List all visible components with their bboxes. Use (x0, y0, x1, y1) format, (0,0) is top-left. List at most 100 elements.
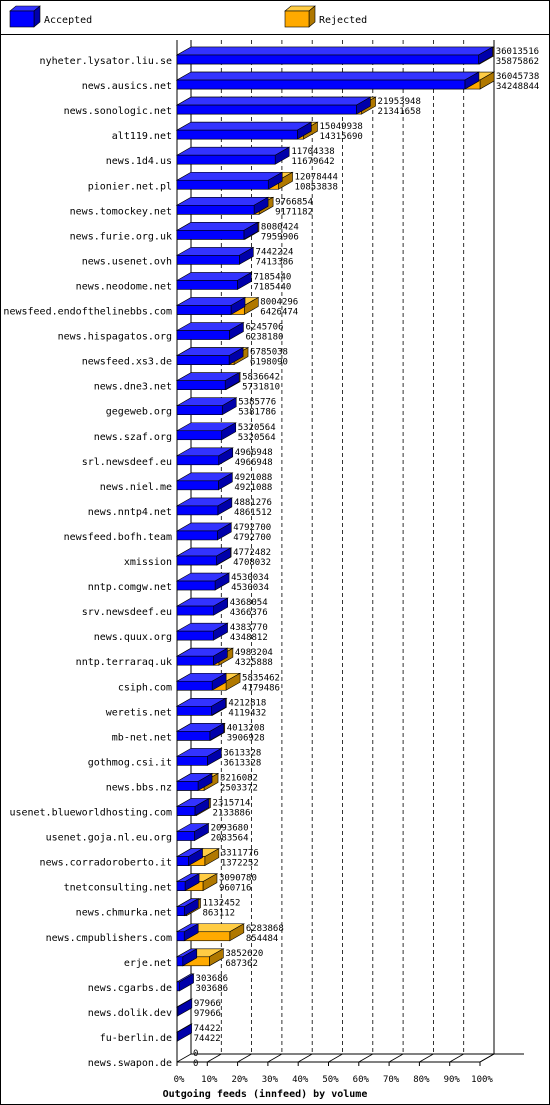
accepted-value-label: 4119432 (228, 708, 266, 718)
accepted-value-label: 7413386 (256, 257, 294, 267)
offered-value-label: 8004296 (260, 298, 298, 308)
accepted-value-label: 303686 (196, 984, 229, 994)
category-label: pionier.net.pl (88, 181, 172, 192)
accepted-value-label: 10853838 (295, 182, 338, 192)
x-tick-label: 10% (201, 1075, 218, 1085)
bar-accepted (175, 522, 233, 541)
accepted-value-label: 960716 (219, 884, 252, 894)
bar-accepted (175, 998, 193, 1017)
accepted-value-label: 97966 (194, 1009, 221, 1019)
category-label: alt119.net (112, 131, 172, 142)
accepted-value-label: 2503372 (220, 783, 258, 793)
bar-accepted (175, 948, 198, 967)
offered-value-label: 303686 (196, 974, 229, 984)
accepted-value-label: 4530034 (231, 583, 269, 593)
category-label: news.nntp4.net (88, 507, 172, 518)
category-label: news.corradoroberto.it (40, 858, 172, 869)
accepted-value-label: 4708032 (233, 558, 271, 568)
accepted-value-label: 1372252 (221, 859, 259, 869)
accepted-value-label: 5381786 (238, 408, 276, 418)
offered-value-label: 6245706 (246, 323, 284, 333)
offered-value-label: 4368054 (230, 598, 268, 608)
category-label: tnetconsulting.net (64, 883, 172, 894)
bar-accepted (175, 722, 225, 741)
accepted-value-label: 4792700 (233, 533, 271, 543)
offered-value-label: 2093680 (211, 824, 249, 834)
category-label: mb-net.net (112, 732, 172, 743)
accepted-value-label: 34248844 (496, 82, 539, 92)
bar-accepted (175, 472, 234, 491)
x-tick-label: 70% (383, 1075, 400, 1085)
offered-value-label: 4013208 (227, 723, 265, 733)
accepted-value-label: 4325888 (235, 658, 273, 668)
bar-accepted (175, 96, 372, 115)
bar-accepted (175, 823, 210, 842)
x-tick-label: 80% (413, 1075, 430, 1085)
offered-value-label: 36013516 (496, 47, 539, 57)
offered-value-label: 0 (193, 1049, 198, 1059)
category-label: usenet.goja.nl.eu.org (46, 833, 172, 844)
category-label: newsfeed.bofh.team (64, 532, 172, 543)
offered-value-label: 5320564 (238, 423, 276, 433)
bar-accepted (175, 547, 232, 566)
offered-value-label: 15049938 (320, 122, 363, 132)
bars (175, 46, 496, 1042)
category-label: news.dolik.dev (88, 1008, 172, 1019)
offered-value-label: 4530034 (231, 573, 269, 583)
bar-accepted (175, 46, 494, 65)
category-label: news.cgarbs.de (88, 983, 172, 994)
offered-value-label: 5385776 (238, 398, 276, 408)
bar-accepted (175, 121, 313, 140)
offered-value-label: 3090780 (219, 874, 257, 884)
category-label: gothmog.csi.it (88, 757, 172, 768)
offered-value-label: 4881276 (234, 498, 272, 508)
x-axis-ticks: 0% 10% 20% 30% 40% 50% 60% 70% 80% 90% 100% (174, 1053, 495, 1085)
offered-value-label: 6283868 (246, 924, 284, 934)
offered-value-label: 9766854 (275, 197, 313, 207)
accepted-value-label: 4179486 (242, 683, 280, 693)
category-label: news.usenet.ovh (82, 256, 172, 267)
category-label: srl.newsdeef.eu (82, 457, 172, 468)
offered-value-label: 97966 (194, 999, 221, 1009)
offered-value-label: 8080424 (261, 222, 299, 232)
bar-accepted (175, 747, 223, 766)
bar-accepted (175, 221, 260, 240)
category-label: srv.newsdeef.eu (82, 607, 172, 618)
accepted-value-label: 7185440 (253, 282, 291, 292)
accepted-value-label: 3613328 (223, 758, 261, 768)
offered-value-label: 3852620 (225, 949, 263, 959)
accepted-value-label: 11679642 (291, 157, 334, 167)
bar-accepted (175, 672, 228, 691)
accepted-value-label: 4348812 (230, 633, 268, 643)
category-label: news.sonologic.net (64, 106, 172, 117)
accepted-value-label: 4366376 (230, 608, 268, 618)
x-tick-label: 30% (262, 1075, 279, 1085)
offered-value-label: 4212818 (228, 698, 266, 708)
category-label: xmission (124, 557, 172, 568)
category-label: news.furie.org.uk (70, 231, 172, 242)
offered-value-label: 12078444 (295, 172, 338, 182)
bar-accepted (175, 347, 245, 366)
category-label: news.tomockey.net (70, 206, 172, 217)
offered-value-label: 3613328 (223, 748, 261, 758)
bar-accepted (175, 923, 200, 942)
category-label: news.chmurka.net (76, 908, 172, 919)
offered-value-label: 7185440 (253, 272, 291, 282)
category-label: weretis.net (106, 707, 172, 718)
accepted-value-label: 7959906 (261, 232, 299, 242)
category-label: csiph.com (118, 682, 172, 693)
legend-accepted: Accepted (44, 15, 92, 26)
bar-accepted (175, 372, 241, 391)
accepted-value-label: 6238180 (246, 333, 284, 343)
category-label: nyheter.lysator.liu.se (40, 56, 172, 67)
accepted-value-label: 14315690 (320, 132, 363, 142)
x-tick-label: 50% (322, 1075, 339, 1085)
offered-value-label: 11704338 (291, 147, 334, 157)
category-label: news.bbs.nz (106, 782, 172, 793)
category-label: news.neodome.net (76, 281, 172, 292)
accepted-value-label: 863112 (203, 909, 236, 919)
offered-value-label: 3216082 (220, 773, 258, 783)
bar-accepted (175, 772, 214, 791)
bar-accepted (175, 171, 284, 190)
